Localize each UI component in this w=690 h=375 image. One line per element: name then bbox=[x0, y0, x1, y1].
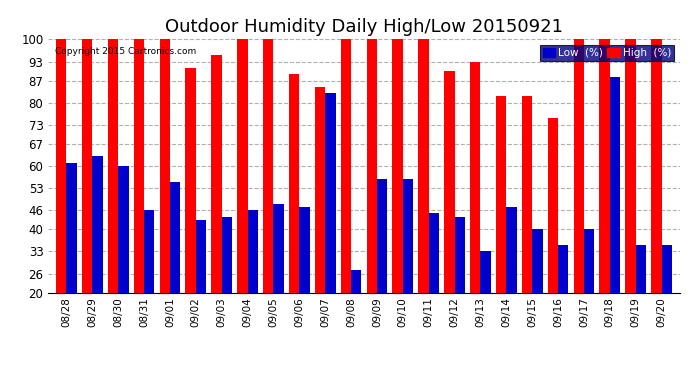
Bar bbox=[299, 207, 310, 292]
Bar bbox=[558, 245, 569, 292]
Bar bbox=[186, 68, 196, 292]
Bar bbox=[237, 39, 248, 292]
Bar bbox=[444, 71, 455, 292]
Bar bbox=[221, 217, 232, 292]
Bar bbox=[170, 182, 180, 292]
Bar bbox=[522, 96, 532, 292]
Bar bbox=[377, 178, 387, 292]
Bar bbox=[651, 39, 662, 292]
Bar bbox=[584, 229, 594, 292]
Bar bbox=[273, 204, 284, 292]
Bar bbox=[548, 118, 558, 292]
Bar bbox=[144, 210, 155, 292]
Bar bbox=[341, 39, 351, 292]
Bar bbox=[66, 163, 77, 292]
Bar bbox=[315, 87, 325, 292]
Bar bbox=[506, 207, 517, 292]
Bar bbox=[92, 156, 103, 292]
Bar bbox=[428, 213, 439, 292]
Bar bbox=[455, 217, 465, 292]
Bar bbox=[366, 39, 377, 292]
Bar bbox=[496, 96, 506, 292]
Bar bbox=[600, 39, 610, 292]
Text: Copyright 2015 Cartronics.com: Copyright 2015 Cartronics.com bbox=[55, 47, 196, 56]
Bar bbox=[351, 270, 362, 292]
Bar bbox=[573, 39, 584, 292]
Bar bbox=[325, 93, 335, 292]
Bar bbox=[118, 166, 128, 292]
Bar bbox=[470, 62, 480, 292]
Bar bbox=[82, 39, 92, 292]
Bar bbox=[662, 245, 672, 292]
Bar bbox=[248, 210, 258, 292]
Bar bbox=[532, 229, 542, 292]
Legend: Low  (%), High  (%): Low (%), High (%) bbox=[540, 45, 674, 61]
Bar bbox=[625, 39, 635, 292]
Bar bbox=[418, 39, 428, 292]
Bar bbox=[610, 77, 620, 292]
Bar bbox=[134, 39, 144, 292]
Bar bbox=[403, 178, 413, 292]
Bar bbox=[393, 39, 403, 292]
Bar bbox=[56, 39, 66, 292]
Bar bbox=[480, 251, 491, 292]
Bar bbox=[108, 39, 118, 292]
Bar bbox=[196, 220, 206, 292]
Bar bbox=[635, 245, 646, 292]
Bar bbox=[211, 55, 221, 292]
Bar bbox=[159, 39, 170, 292]
Bar bbox=[289, 74, 299, 292]
Title: Outdoor Humidity Daily High/Low 20150921: Outdoor Humidity Daily High/Low 20150921 bbox=[165, 18, 563, 36]
Bar bbox=[263, 39, 273, 292]
